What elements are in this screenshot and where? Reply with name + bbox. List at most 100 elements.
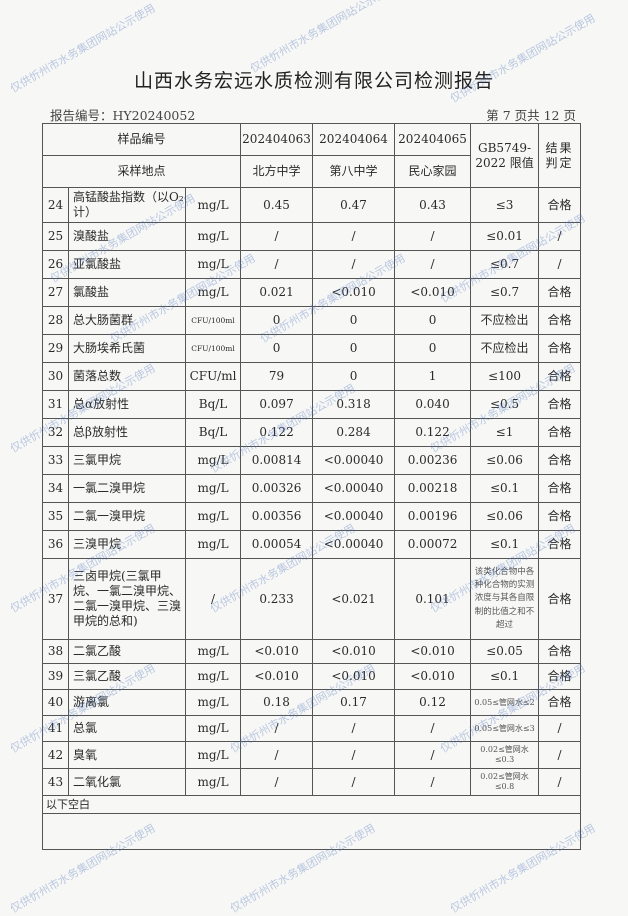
result-value: 合格	[538, 187, 582, 223]
row-number: 30	[42, 362, 69, 391]
sample-site: 北方中学	[240, 155, 314, 188]
row-number: 36	[42, 530, 69, 559]
measured-value: 0	[394, 306, 472, 335]
measured-value: <0.00040	[312, 474, 396, 503]
sample-no: 202404065	[394, 123, 472, 156]
measured-value: 0.284	[312, 418, 396, 447]
row-number: 42	[42, 741, 69, 769]
measured-value: 0.43	[394, 187, 472, 223]
result-value: /	[538, 741, 582, 769]
measured-value: <0.010	[394, 663, 472, 690]
table-row: 36 三溴甲烷 mg/L 0.00054 <0.00040 0.00072 ≤0.1 合格	[42, 530, 582, 559]
table-row: 39 三氯乙酸 mg/L <0.010 <0.010 <0.010 ≤0.1 合格	[42, 663, 582, 690]
item-name: 亚氯酸盐	[68, 250, 186, 279]
measured-value: 0.00236	[394, 446, 472, 475]
unit: mg/L	[184, 715, 242, 742]
item-name: 高锰酸盐指数（以O₂计）	[68, 187, 186, 223]
table-row: 42 臭氧 mg/L / //0.02≤管网水≤0.3/	[42, 741, 582, 769]
measured-value: 0.18	[240, 689, 314, 716]
table-row: 40 游离氯 mg/L 0.18 0.17 0.12 0.05≤管网水≤2 合格	[42, 689, 582, 716]
measured-value: /	[312, 222, 396, 251]
table-row: 31 总α放射性 Bq/L 0.097 0.318 0.040 ≤0.5 合格	[42, 390, 582, 419]
table-row: 37 三卤甲烷(三氯甲烷、一氯二溴甲烷、二氯一溴甲烷、三溴甲烷的总和)/0.233…	[42, 558, 582, 640]
result-value: 合格	[538, 689, 582, 716]
result-value: 合格	[538, 639, 582, 664]
unit: CFU/ml	[184, 362, 242, 391]
measured-value: 0	[312, 306, 396, 335]
result-value: 合格	[538, 278, 582, 307]
result-header: 结果判定	[538, 123, 582, 188]
measured-value: /	[394, 768, 472, 796]
result-value: 合格	[538, 306, 582, 335]
measured-value: /	[394, 741, 472, 769]
measured-value: /	[312, 768, 396, 796]
limit-value: ≤0.1	[470, 530, 540, 559]
measured-value: 0	[312, 362, 396, 391]
limit-value: ≤0.1	[470, 474, 540, 503]
unit: mg/L	[184, 474, 242, 503]
measured-value: 0.47	[312, 187, 396, 223]
item-name: 一氯二溴甲烷	[68, 474, 186, 503]
item-name: 总β放射性	[68, 418, 186, 447]
item-name: 菌落总数	[68, 362, 186, 391]
item-name: 三溴甲烷	[68, 530, 186, 559]
result-value: 合格	[538, 390, 582, 419]
measured-value: 0.122	[240, 418, 314, 447]
table-row: 30 菌落总数 CFU/ml 79 0 1 ≤100 合格	[42, 362, 582, 391]
table-row: 43 二氧化氯 mg/L / //0.02≤管网水≤0.8/	[42, 768, 582, 796]
measured-value: <0.00040	[312, 530, 396, 559]
table-row: 32 总β放射性 Bq/L 0.122 0.284 0.122 ≤1 合格	[42, 418, 582, 447]
row-number: 41	[42, 715, 69, 742]
measured-value: /	[312, 741, 396, 769]
table-row: 33 三氯甲烷 mg/L 0.00814 <0.00040 0.00236 ≤0.06 合格	[42, 446, 582, 475]
result-value: 合格	[538, 362, 582, 391]
measured-value: 0.00072	[394, 530, 472, 559]
limit-value: 不应检出	[470, 334, 540, 363]
unit: mg/L	[184, 530, 242, 559]
limit-value: 0.02≤管网水≤0.3	[470, 741, 540, 769]
item-name: 二氯一溴甲烷	[68, 502, 186, 531]
measured-value: <0.010	[394, 278, 472, 307]
item-name: 二氧化氯	[68, 768, 186, 796]
measured-value: /	[240, 222, 314, 251]
row-number: 31	[42, 390, 69, 419]
site-label: 采样地点	[41, 155, 242, 188]
item-name: 大肠埃希氏菌	[68, 334, 186, 363]
row-number: 24	[42, 187, 69, 223]
row-number: 26	[42, 250, 69, 279]
row-number: 33	[42, 446, 69, 475]
measured-value: 0.097	[240, 390, 314, 419]
unit: mg/L	[184, 278, 242, 307]
measured-value: <0.021	[312, 558, 396, 640]
limit-value: ≤0.7	[470, 278, 540, 307]
unit: mg/L	[184, 502, 242, 531]
limit-value: ≤3	[470, 187, 540, 223]
measured-value: 0.00218	[394, 474, 472, 503]
measured-value: 0.101	[394, 558, 472, 640]
measured-value: 0	[312, 334, 396, 363]
measured-value: 0	[240, 306, 314, 335]
measured-value: /	[240, 768, 314, 796]
unit: CFU/100ml	[184, 334, 242, 363]
measured-value: /	[312, 250, 396, 279]
measured-value: 0	[394, 334, 472, 363]
limit-value: 该类化合物中各种化合物的实测浓度与其各自限制的比值之和不超过	[470, 558, 540, 640]
measured-value: /	[394, 715, 472, 742]
result-value: 合格	[538, 474, 582, 503]
item-name: 三氯乙酸	[68, 663, 186, 690]
measured-value: 0.00356	[240, 502, 314, 531]
limit-value: ≤1	[470, 418, 540, 447]
unit: mg/L	[184, 689, 242, 716]
sample-no: 202404063	[240, 123, 314, 156]
item-name: 总大肠菌群	[68, 306, 186, 335]
table-row: 24 高锰酸盐指数（以O₂计） mg/L 0.45 0.47 0.43 ≤3 合格	[42, 187, 582, 223]
limit-value: 0.02≤管网水≤0.8	[470, 768, 540, 796]
measured-value: 0.00814	[240, 446, 314, 475]
results-table: 样品编号 202404063 202404064 202404065 GB574…	[41, 123, 582, 850]
row-number: 39	[42, 663, 69, 690]
result-value: 合格	[538, 502, 582, 531]
measured-value: /	[240, 250, 314, 279]
unit: mg/L	[184, 768, 242, 796]
limit-value: ≤0.01	[470, 222, 540, 251]
table-row: 27 氯酸盐 mg/L 0.021 <0.010 <0.010 ≤0.7 合格	[42, 278, 582, 307]
